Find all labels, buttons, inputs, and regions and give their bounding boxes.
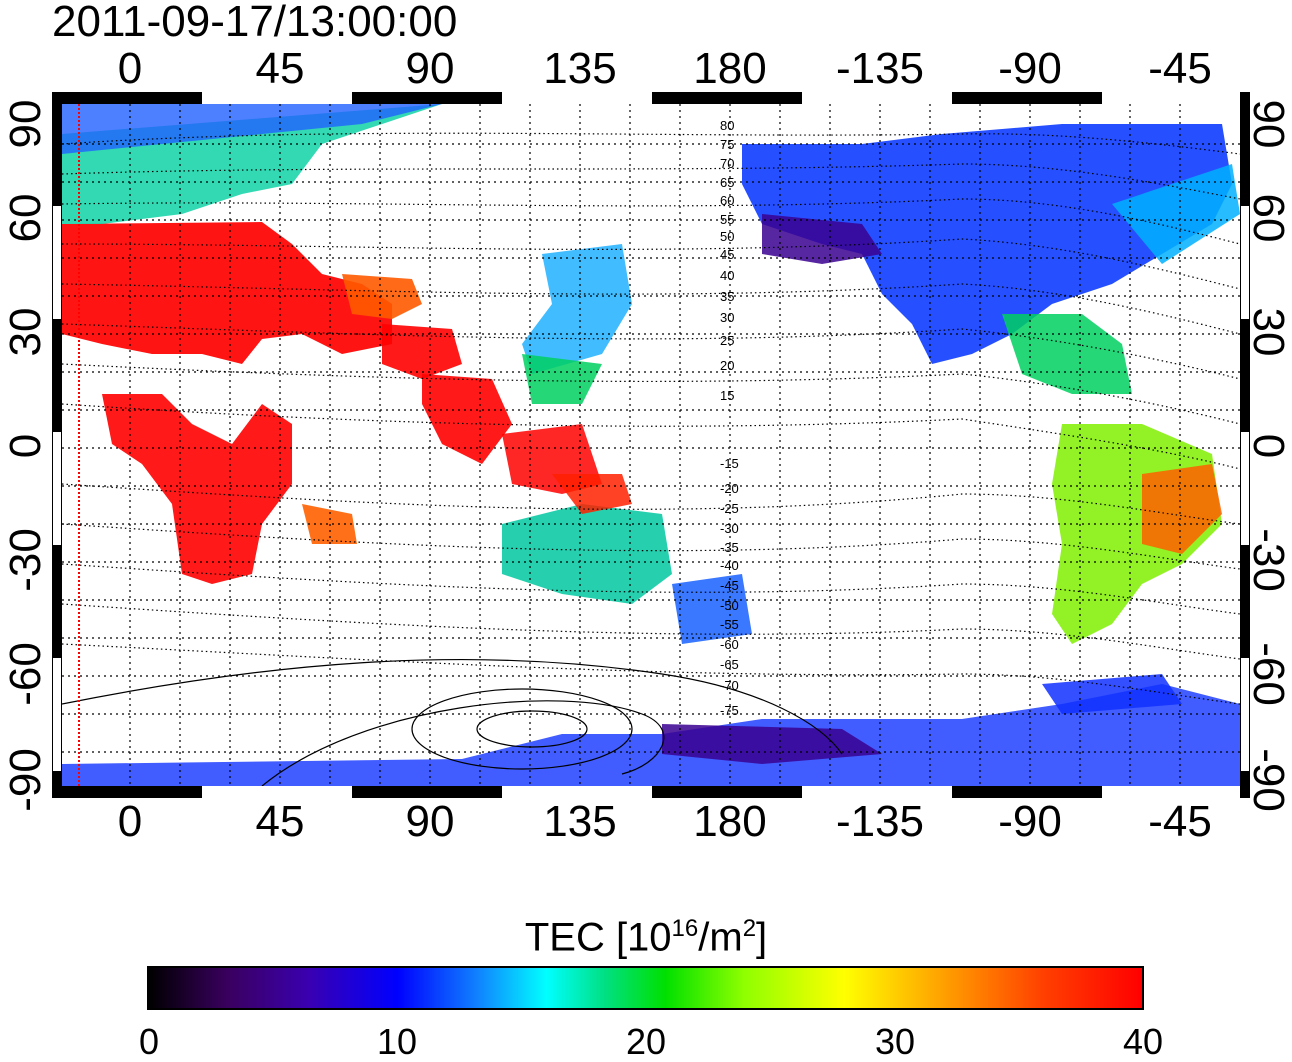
magnetic-contours bbox=[62, 132, 1240, 705]
tec-map: 80 75 70 65 60 55 50 45 40 35 30 25 20 1… bbox=[62, 104, 1240, 786]
top-lon-label: 45 bbox=[255, 44, 305, 93]
map-top-border bbox=[52, 92, 1250, 104]
contour-label: 60 bbox=[720, 193, 734, 208]
bottom-lon-label: -135 bbox=[835, 797, 925, 846]
bottom-lon-label: -90 bbox=[998, 797, 1062, 846]
map-title: 2011-09-17/13:00:00 bbox=[52, 0, 458, 46]
contour-label: 65 bbox=[720, 175, 734, 190]
contour-label: 25 bbox=[720, 333, 734, 348]
left-lat-label: -90 bbox=[1, 748, 50, 812]
bottom-lon-label: 135 bbox=[543, 797, 617, 846]
left-lat-labels: 90 60 30 0 -30 -60 -90 bbox=[1, 100, 50, 812]
top-lon-label: 0 bbox=[117, 44, 143, 93]
right-lat-label: 0 bbox=[1250, 434, 1292, 458]
contour-label: -55 bbox=[720, 617, 739, 632]
colorbar-tick: 20 bbox=[625, 1021, 667, 1062]
contour-label: 40 bbox=[720, 268, 734, 283]
right-lat-label: -90 bbox=[1250, 748, 1292, 812]
contour-label: 15 bbox=[720, 388, 734, 403]
left-lat-label: 0 bbox=[1, 434, 50, 458]
contour-label: -40 bbox=[720, 558, 739, 573]
contour-label: 80 bbox=[720, 118, 734, 133]
map-right-border bbox=[1240, 92, 1250, 798]
top-lon-label: 135 bbox=[543, 44, 617, 93]
left-lat-label: -60 bbox=[1, 642, 50, 706]
left-lat-label: 30 bbox=[1, 308, 50, 357]
map-left-border bbox=[52, 92, 62, 798]
colorbar-tick: 40 bbox=[1122, 1021, 1164, 1062]
right-lat-label: 60 bbox=[1250, 194, 1292, 243]
map-bottom-border bbox=[52, 786, 1250, 798]
contour-label: 55 bbox=[720, 212, 734, 227]
left-lat-label: 60 bbox=[1, 194, 50, 243]
bottom-lon-label: 45 bbox=[255, 797, 305, 846]
bottom-lon-label: -45 bbox=[1148, 797, 1212, 846]
contour-label: -30 bbox=[720, 521, 739, 536]
left-lat-label: -30 bbox=[1, 528, 50, 592]
contour-label: 75 bbox=[720, 137, 734, 152]
right-lat-label: -30 bbox=[1250, 528, 1292, 592]
south-magnetic-pole-contours bbox=[62, 658, 843, 786]
contour-label: -20 bbox=[720, 481, 739, 496]
bottom-lon-label: 90 bbox=[405, 797, 455, 846]
contour-label: 70 bbox=[720, 156, 734, 171]
contour-label: -35 bbox=[720, 540, 739, 555]
contour-label: -65 bbox=[720, 657, 739, 672]
contour-label: 45 bbox=[720, 247, 734, 262]
right-lat-label: -60 bbox=[1250, 642, 1292, 706]
contour-label: -15 bbox=[720, 456, 739, 471]
right-lat-labels: 90 60 30 0 -30 -60 -90 bbox=[1250, 100, 1292, 812]
contour-label: -50 bbox=[720, 598, 739, 613]
contour-label: 20 bbox=[720, 358, 734, 373]
top-lon-label: 90 bbox=[405, 44, 455, 93]
top-lon-label: -90 bbox=[998, 44, 1062, 93]
contour-label: -25 bbox=[720, 501, 739, 516]
contour-labels: 80 75 70 65 60 55 50 45 40 35 30 25 20 1… bbox=[720, 118, 739, 718]
contour-label: -75 bbox=[720, 703, 739, 718]
contour-label: 35 bbox=[720, 289, 734, 304]
contour-label: -60 bbox=[720, 637, 739, 652]
right-lat-label: 30 bbox=[1250, 308, 1292, 357]
contour-label: -45 bbox=[720, 578, 739, 593]
colorbar-tick: 30 bbox=[874, 1021, 916, 1062]
tec-data-patches bbox=[62, 104, 1240, 786]
contour-label: -70 bbox=[720, 678, 739, 693]
contour-label: 50 bbox=[720, 229, 734, 244]
tec-colorbar bbox=[147, 966, 1144, 1010]
colorbar-title: TEC [1016/m2] bbox=[524, 915, 768, 960]
top-lon-label: -135 bbox=[835, 44, 925, 93]
top-lon-label: 180 bbox=[693, 44, 767, 93]
bottom-lon-label: 180 bbox=[693, 797, 767, 846]
colorbar-tick: 10 bbox=[376, 1021, 418, 1062]
right-lat-label: 90 bbox=[1250, 100, 1292, 149]
bottom-lon-label: 0 bbox=[117, 797, 143, 846]
left-lat-label: 90 bbox=[1, 100, 50, 149]
map-gridlines bbox=[62, 104, 1240, 786]
colorbar-tick: 0 bbox=[138, 1021, 160, 1062]
top-lon-label: -45 bbox=[1148, 44, 1212, 93]
contour-label: 30 bbox=[720, 310, 734, 325]
